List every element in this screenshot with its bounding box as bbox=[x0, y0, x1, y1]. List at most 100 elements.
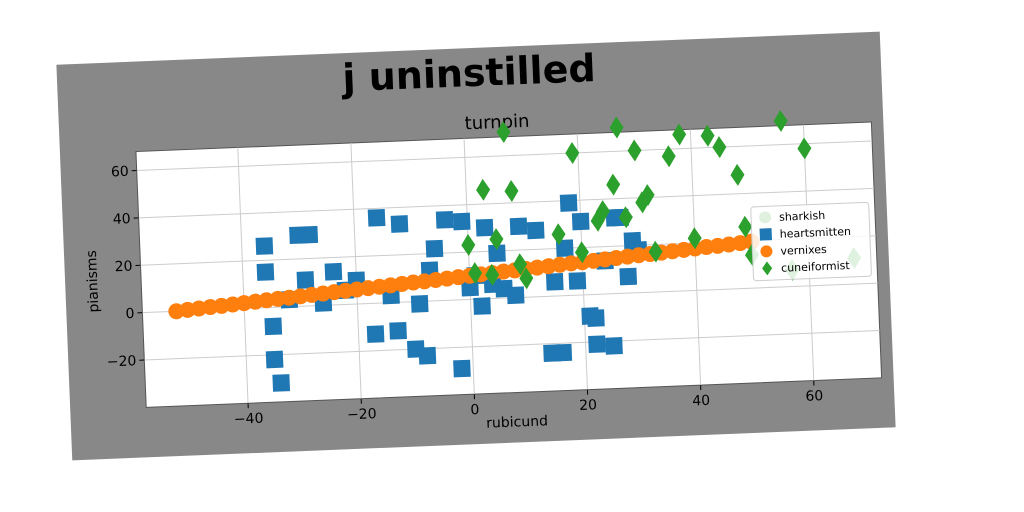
rotated-figure: j uninstilled turnpin −40 −20 0 20 40 60 −20 0… bbox=[56, 31, 896, 461]
legend-label: heartsmitten bbox=[780, 225, 852, 241]
x-grid-line bbox=[350, 142, 362, 399]
data-point bbox=[461, 233, 476, 256]
data-point bbox=[367, 208, 386, 227]
data-point bbox=[551, 223, 566, 246]
data-point bbox=[410, 295, 429, 313]
data-point bbox=[712, 136, 727, 159]
data-point bbox=[485, 263, 500, 286]
x-tick-label: 0 bbox=[470, 402, 480, 418]
x-grid-line bbox=[463, 138, 475, 395]
y-grid-line bbox=[136, 140, 873, 172]
data-point bbox=[730, 163, 745, 186]
data-point bbox=[687, 227, 702, 250]
y-tick-label: 40 bbox=[113, 211, 131, 228]
y-tick-label: 20 bbox=[114, 259, 132, 276]
data-point bbox=[640, 184, 655, 207]
data-point bbox=[571, 212, 590, 231]
data-point bbox=[473, 297, 491, 315]
data-point bbox=[619, 267, 638, 286]
data-point bbox=[568, 272, 587, 290]
data-point bbox=[587, 309, 605, 327]
data-point bbox=[296, 271, 315, 289]
x-grid-line bbox=[237, 147, 249, 404]
data-point bbox=[366, 325, 385, 343]
data-point bbox=[574, 241, 589, 264]
data-point bbox=[509, 217, 528, 236]
legend-marker bbox=[760, 245, 773, 258]
data-point bbox=[590, 209, 605, 232]
data-point bbox=[565, 142, 580, 165]
legend-label: vernixes bbox=[780, 243, 827, 258]
data-point bbox=[389, 321, 407, 340]
data-point bbox=[519, 267, 534, 290]
y-tick-label: −20 bbox=[107, 353, 137, 370]
data-point bbox=[425, 239, 444, 258]
data-point bbox=[545, 272, 564, 291]
legend-label: cuneiformist bbox=[781, 259, 851, 275]
legend-box bbox=[750, 201, 872, 282]
data-point bbox=[453, 359, 471, 378]
data-point bbox=[773, 109, 788, 132]
data-point bbox=[606, 173, 621, 196]
x-axis-ticks: −40 −20 0 20 40 60 bbox=[234, 380, 824, 428]
data-point bbox=[300, 225, 319, 244]
legend-marker bbox=[759, 228, 773, 241]
x-tick-label: −20 bbox=[347, 406, 377, 423]
data-point bbox=[595, 200, 610, 223]
data-point bbox=[418, 346, 437, 365]
legend-marker bbox=[762, 261, 773, 276]
data-point bbox=[648, 240, 663, 263]
data-point bbox=[264, 317, 283, 336]
data-point bbox=[265, 350, 284, 369]
data-point bbox=[554, 343, 573, 362]
data-point bbox=[489, 228, 504, 251]
y-tick-label: 0 bbox=[125, 306, 135, 322]
data-point bbox=[390, 215, 409, 233]
y-tick-label: 60 bbox=[111, 164, 129, 181]
data-point bbox=[488, 244, 506, 263]
data-point bbox=[700, 124, 715, 147]
data-point bbox=[256, 263, 275, 281]
y-axis-label: pianisms bbox=[84, 250, 102, 313]
data-point bbox=[661, 145, 676, 168]
data-point bbox=[468, 262, 483, 285]
data-point bbox=[324, 262, 343, 281]
y-grid-line bbox=[138, 187, 875, 219]
data-point bbox=[559, 194, 578, 212]
data-point bbox=[609, 116, 624, 139]
data-point bbox=[255, 237, 274, 255]
x-tick-label: 40 bbox=[692, 393, 710, 410]
data-point bbox=[618, 206, 633, 229]
x-tick-label: 20 bbox=[579, 397, 597, 414]
data-point bbox=[435, 210, 454, 229]
data-point bbox=[506, 286, 525, 305]
chart-title: j uninstilled bbox=[340, 46, 597, 100]
data-point bbox=[738, 215, 753, 238]
data-point bbox=[797, 137, 812, 160]
x-tick-label: 60 bbox=[805, 388, 823, 405]
data-point bbox=[526, 221, 545, 240]
data-point bbox=[555, 239, 574, 258]
x-tick-label: −40 bbox=[234, 411, 264, 428]
legend-label: sharkish bbox=[779, 209, 826, 224]
data-point bbox=[504, 180, 519, 203]
data-point bbox=[272, 374, 291, 392]
data-point bbox=[513, 253, 528, 276]
data-point bbox=[627, 139, 642, 162]
x-grid-line bbox=[689, 129, 702, 386]
data-point bbox=[588, 335, 606, 354]
data-point bbox=[672, 123, 687, 146]
x-axis-label: rubicund bbox=[486, 413, 548, 431]
data-point bbox=[452, 212, 471, 231]
y-axis-ticks: −20 0 20 40 60 bbox=[107, 164, 145, 370]
data-point bbox=[605, 337, 623, 355]
data-point bbox=[475, 218, 494, 237]
chart-subtitle: turnpin bbox=[464, 111, 530, 135]
data-point bbox=[476, 178, 491, 201]
data-point bbox=[635, 191, 650, 214]
legend-marker bbox=[759, 211, 772, 224]
data-point bbox=[496, 121, 511, 144]
